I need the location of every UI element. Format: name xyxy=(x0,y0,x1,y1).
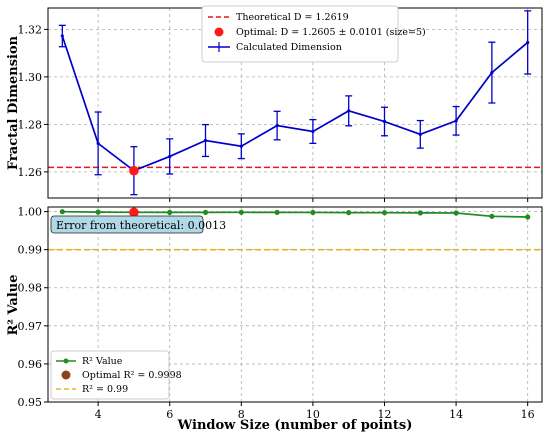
bot-optimal-marker xyxy=(129,207,139,218)
bot-series-line xyxy=(62,210,528,218)
x-tick-label: 14 xyxy=(449,408,463,421)
data-point xyxy=(381,210,388,216)
x-tick-label: 6 xyxy=(166,408,173,421)
data-point xyxy=(95,209,101,215)
data-point xyxy=(347,109,351,113)
top-y-tick-label: 1.30 xyxy=(18,71,43,84)
data-point xyxy=(202,209,209,215)
bot-y-tick-label: 0.97 xyxy=(18,320,43,333)
data-point xyxy=(168,154,172,159)
data-point xyxy=(526,40,530,45)
x-tick-label: 16 xyxy=(521,408,535,421)
legend-swatch-optimal-r2 xyxy=(61,370,71,380)
data-point xyxy=(311,129,315,134)
top-y-tick-label: 1.26 xyxy=(18,166,43,179)
top-y-axis-label: Fractal Dimension xyxy=(6,35,21,170)
data-point xyxy=(203,138,208,143)
data-point xyxy=(274,209,280,216)
bot-y-tick-label: 0.99 xyxy=(18,244,43,257)
data-point xyxy=(346,210,352,216)
error-annotation-text: Error from theoretical: 0.0013 xyxy=(56,219,226,232)
data-point xyxy=(96,141,100,145)
data-point xyxy=(238,209,244,215)
data-point xyxy=(418,132,422,136)
legend-swatch-r2-marker xyxy=(63,358,69,364)
error-annotation-box xyxy=(50,215,204,234)
x-tick-label: 8 xyxy=(238,408,245,421)
bot-y-tick-label: 0.98 xyxy=(18,282,43,295)
bottom-panel: 0.95 0.96 0.97 0.98 0.99 1.00 4 6 8 10 12 14 16 R² … xyxy=(6,206,543,433)
bottom-x-ticks: 4 6 8 10 12 14 16 xyxy=(95,408,535,421)
x-axis-label: Window Size (number of points) xyxy=(177,418,413,433)
top-y-tick-label: 1.28 xyxy=(18,118,43,131)
data-point xyxy=(60,34,64,38)
data-point xyxy=(489,213,495,219)
bottom-legend: R² Value Optimal R² = 0.9998 R² = 0.99 xyxy=(50,350,182,400)
data-point xyxy=(167,209,173,215)
x-tick-label: 12 xyxy=(377,408,391,421)
data-point xyxy=(382,119,387,124)
x-tick-label: 4 xyxy=(95,408,102,421)
bottom-y-ticks: 0.95 0.96 0.97 0.98 0.99 1.00 xyxy=(18,206,48,409)
top-legend-box xyxy=(201,5,399,63)
data-point xyxy=(453,210,459,216)
bottom-y-axis-label: R² Value xyxy=(6,274,21,335)
top-panel: 1.26 1.28 1.30 1.32 Fractal Dimension Theor… xyxy=(6,5,543,202)
data-point xyxy=(525,214,531,220)
data-point xyxy=(59,209,65,215)
bottom-plot-frame xyxy=(47,206,543,403)
data-point xyxy=(417,210,423,216)
top-y-tick-label: 1.32 xyxy=(18,23,43,36)
bot-y-tick-label: 0.96 xyxy=(18,358,43,371)
top-series-line xyxy=(61,35,529,172)
top-legend: Theoretical D = 1.2619 Optimal: D = 1.26… xyxy=(201,5,426,63)
bot-y-tick-label: 1.00 xyxy=(18,206,43,219)
legend-label-optimal: Optimal: D = 1.2605 ± 0.0101 (size=5) xyxy=(236,27,426,38)
bottom-legend-box xyxy=(50,350,170,400)
top-y-ticks: 1.26 1.28 1.30 1.32 xyxy=(18,23,48,179)
data-point xyxy=(239,144,243,148)
top-series xyxy=(58,10,532,196)
error-annotation: Error from theoretical: 0.0013 xyxy=(50,215,226,234)
legend-label-calculated: Calculated Dimension xyxy=(236,42,342,53)
x-tick-label: 10 xyxy=(306,408,320,421)
bot-y-tick-label: 0.95 xyxy=(18,396,43,409)
legend-swatch-optimal xyxy=(214,27,224,37)
legend-label-r2-threshold: R² = 0.99 xyxy=(82,384,128,395)
top-optimal-point xyxy=(129,165,139,176)
data-point xyxy=(310,209,316,216)
top-optimal-marker xyxy=(129,165,139,176)
legend-label-theoretical: Theoretical D = 1.2619 xyxy=(236,12,349,23)
bottom-optimal-point xyxy=(129,207,139,218)
data-point xyxy=(490,71,494,75)
data-point xyxy=(454,119,458,123)
legend-label-r2: R² Value xyxy=(82,356,123,367)
legend-label-optimal-r2: Optimal R² = 0.9998 xyxy=(82,370,182,381)
data-point xyxy=(275,123,279,128)
